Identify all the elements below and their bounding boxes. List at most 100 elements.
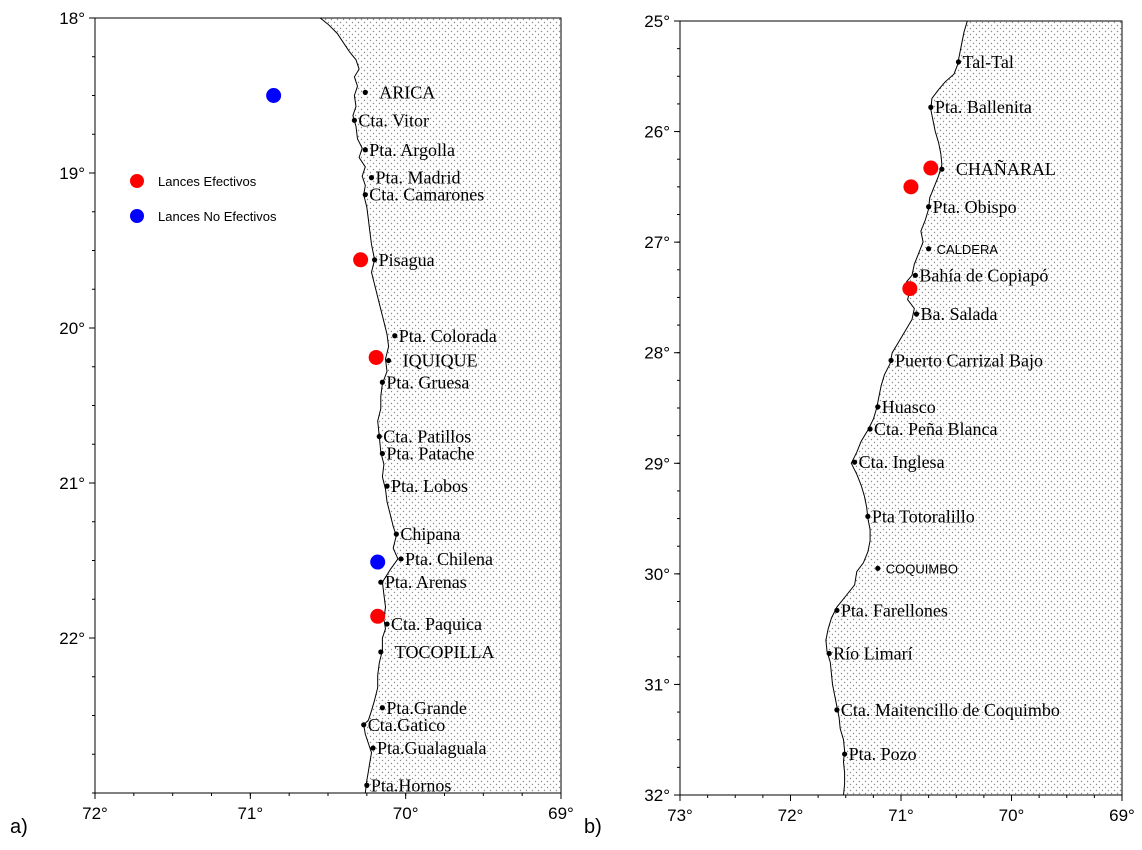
place-marker xyxy=(384,621,390,627)
x-tick-label: 72° xyxy=(778,806,804,825)
lance-efectivo-point xyxy=(370,608,386,624)
lance-efectivo-point xyxy=(902,281,918,297)
y-tick-label: 22° xyxy=(59,629,85,648)
place-marker xyxy=(926,246,932,252)
place-label: Bahía de Copiapó xyxy=(919,265,1048,285)
place-marker xyxy=(364,782,370,788)
place-marker xyxy=(393,531,399,537)
place-marker xyxy=(865,513,871,519)
place-marker xyxy=(379,379,385,385)
y-tick-label: 32° xyxy=(644,786,670,805)
x-tick-label: 70° xyxy=(393,804,419,823)
y-tick-label: 25° xyxy=(644,12,670,31)
place-label: Cta. Peña Blanca xyxy=(874,419,997,439)
place-label: Pta. Colorada xyxy=(399,326,497,346)
map-panel-b: 73° 72° 71° 70° 69° 25° 26° 27° 28° 29° 30° 31° 32° b… xyxy=(584,12,1135,838)
place-label: Cta. Camarones xyxy=(369,185,484,205)
place-label: CHAÑARAL xyxy=(956,158,1056,179)
y-tick-label: 29° xyxy=(644,454,670,473)
map-panel-a: 72° 71° 70° 69° 18° 19° 20° 21° 22° a) ARICA Cta. V… xyxy=(10,9,574,838)
place-marker xyxy=(955,59,962,65)
lance-efectivo-point xyxy=(923,160,939,176)
place-marker xyxy=(875,404,881,410)
legend-label: Lances No Efectivos xyxy=(158,209,277,224)
place-label: Cta. Patillos xyxy=(383,427,471,447)
land-area-a xyxy=(320,18,561,793)
place-marker xyxy=(351,117,358,123)
place-label: COQUIMBO xyxy=(886,561,958,576)
place-label: Chipana xyxy=(400,524,460,544)
legend-label: Lances Efectivos xyxy=(158,174,257,189)
legend-marker xyxy=(130,209,144,223)
lance-no-efectivo-point xyxy=(370,554,386,570)
place-marker xyxy=(875,565,881,571)
place-label: Cta. Paquica xyxy=(391,614,482,634)
x-tick-label: 73° xyxy=(667,806,693,825)
place-marker xyxy=(372,257,378,263)
place-marker xyxy=(834,707,840,713)
place-label: TOCOPILLA xyxy=(395,642,495,662)
place-label: Pisagua xyxy=(379,250,435,270)
place-marker xyxy=(379,450,385,457)
place-label: Pta. Pozo xyxy=(849,744,917,764)
place-label: Pta Totoralillo xyxy=(872,506,975,526)
y-tick-label: 27° xyxy=(644,233,670,252)
place-marker xyxy=(928,104,934,110)
x-tick-label: 69° xyxy=(1109,806,1135,825)
coastline-b xyxy=(825,20,968,796)
y-tick-label: 31° xyxy=(644,675,670,694)
place-label: Pta.Grande xyxy=(386,698,466,718)
place-marker xyxy=(888,357,894,364)
place-label: ARICA xyxy=(379,82,435,102)
panel-tag-a: a) xyxy=(10,816,28,838)
y-tick-label: 21° xyxy=(59,474,85,493)
place-marker xyxy=(362,192,368,198)
y-tick-label: 19° xyxy=(59,164,85,183)
place-label: Tal-Tal xyxy=(962,52,1013,72)
place-marker xyxy=(392,333,398,339)
place-marker xyxy=(939,166,945,172)
place-label: Pta. Ballenita xyxy=(935,97,1032,117)
place-label: Río Limarí xyxy=(833,643,913,663)
place-marker xyxy=(370,745,376,751)
place-marker xyxy=(851,459,858,465)
place-label: Cta. Vitor xyxy=(358,110,429,130)
place-marker xyxy=(826,650,832,657)
place-label: Puerto Carrizal Bajo xyxy=(895,350,1043,370)
place-label: Pta. Madrid xyxy=(375,168,460,188)
place-label: Pta. Argolla xyxy=(369,140,455,160)
place-label: Cta.Gatico xyxy=(368,715,445,735)
place-marker xyxy=(384,483,390,489)
place-marker xyxy=(376,433,382,440)
land-area-b xyxy=(825,21,1122,795)
panel-tag-b: b) xyxy=(584,816,602,838)
y-tick-label: 18° xyxy=(59,9,85,28)
x-tick-label: 71° xyxy=(888,806,914,825)
place-marker xyxy=(834,607,840,613)
x-tick-label: 71° xyxy=(237,804,263,823)
place-label: Pta. Chilena xyxy=(405,549,493,569)
place-marker xyxy=(398,556,404,562)
place-marker xyxy=(912,272,918,278)
place-marker xyxy=(385,357,392,364)
place-label: Pta. Farellones xyxy=(841,600,948,620)
place-label: Pta.Hornos xyxy=(371,775,452,795)
place-label: Cta. Maitencillo de Coquimbo xyxy=(841,700,1060,720)
x-tick-label: 69° xyxy=(548,804,574,823)
place-label: Ba. Salada xyxy=(920,304,997,324)
x-tick-label: 70° xyxy=(999,806,1025,825)
lance-efectivo-point xyxy=(353,252,369,268)
place-label: Cta. Inglesa xyxy=(859,452,945,472)
place-label: IQUIQUE xyxy=(403,351,478,371)
y-tick-label: 28° xyxy=(644,344,670,363)
place-label: Pta. Arenas xyxy=(385,572,467,592)
place-marker xyxy=(361,722,367,728)
place-label: Pta. Patache xyxy=(386,444,474,464)
lance-efectivo-point xyxy=(903,179,919,195)
place-label: Pta.Gualaguala xyxy=(377,738,486,758)
y-tick-label: 20° xyxy=(59,319,85,338)
x-tick-label: 72° xyxy=(82,804,108,823)
place-label: Pta. Lobos xyxy=(391,476,468,496)
place-marker xyxy=(913,311,920,317)
